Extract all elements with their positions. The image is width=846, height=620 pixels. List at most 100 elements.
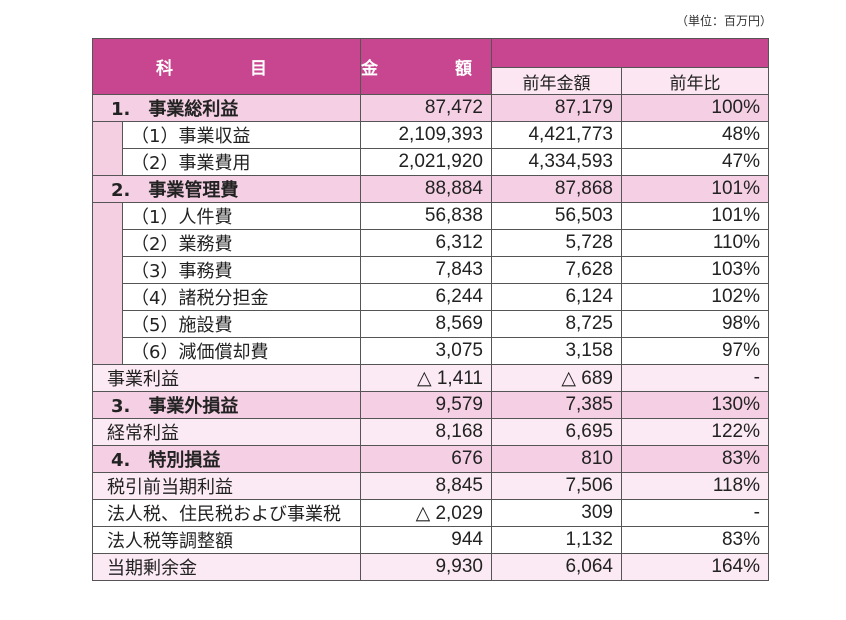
row-amount: 2,109,393	[360, 121, 492, 149]
row-prev-amount: 5,728	[491, 229, 622, 257]
row-label: 事業利益	[92, 364, 361, 392]
row-amount: 8,845	[360, 472, 492, 500]
row-yoy: 83%	[621, 526, 769, 554]
row-prev-amount: 6,064	[491, 553, 622, 581]
table-row: 1. 事業総利益 87,472 87,179 100%	[92, 94, 769, 122]
row-label: 経常利益	[92, 418, 361, 446]
row-yoy: 130%	[621, 391, 769, 419]
header-subject: 科 目	[92, 38, 361, 95]
row-amount: 2,021,920	[360, 148, 492, 176]
row-amount: 9,930	[360, 553, 492, 581]
row-amount: 6,244	[360, 283, 492, 311]
indent-spacer	[92, 229, 123, 257]
header-prev-amount: 前年金額	[491, 67, 622, 95]
row-prev-amount: 1,132	[491, 526, 622, 554]
row-yoy: 118%	[621, 472, 769, 500]
row-prev-amount: 87,179	[491, 94, 622, 122]
row-yoy: 164%	[621, 553, 769, 581]
row-label: 法人税、住民税および事業税	[92, 499, 361, 527]
indent-spacer	[92, 256, 123, 284]
indent-spacer	[92, 283, 123, 311]
row-yoy: 98%	[621, 310, 769, 338]
header-yoy: 前年比	[621, 67, 769, 95]
table-row: （5）施設費 8,569 8,725 98%	[92, 310, 769, 338]
row-prev-amount: △ 689	[491, 364, 622, 392]
row-yoy: 102%	[621, 283, 769, 311]
table-row: 4. 特別損益 676 810 83%	[92, 445, 769, 473]
row-yoy: 103%	[621, 256, 769, 284]
row-label: （1）人件費	[122, 202, 361, 230]
table-row: 経常利益 8,168 6,695 122%	[92, 418, 769, 446]
table-row: 事業利益 △ 1,411 △ 689-	[92, 364, 769, 392]
row-label: （2）事業費用	[122, 148, 361, 176]
table-row: 法人税等調整額 944 1,132 83%	[92, 526, 769, 554]
header-prev-spacer	[491, 38, 769, 68]
row-yoy: 110%	[621, 229, 769, 257]
row-amount: 676	[360, 445, 492, 473]
row-label: （6）減価償却費	[122, 337, 361, 365]
row-yoy: 97%	[621, 337, 769, 365]
row-yoy: 47%	[621, 148, 769, 176]
table-body: 1. 事業総利益 87,472 87,179 100% （1）事業収益 2,109,393…	[92, 94, 769, 581]
table-row: 税引前当期利益 8,845 7,506 118%	[92, 472, 769, 500]
table-row: （2）事業費用 2,021,920 4,334,593 47%	[92, 148, 769, 176]
row-prev-amount: 56,503	[491, 202, 622, 230]
table-row: （1）人件費 56,838 56,503 101%	[92, 202, 769, 230]
row-amount: 8,168	[360, 418, 492, 446]
row-label: （5）施設費	[122, 310, 361, 338]
table-row: 2. 事業管理費 88,884 87,868 101%	[92, 175, 769, 203]
indent-spacer	[92, 310, 123, 338]
row-prev-amount: 4,421,773	[491, 121, 622, 149]
row-label: 4. 特別損益	[92, 445, 361, 473]
table-row: （6）減価償却費 3,075 3,158 97%	[92, 337, 769, 365]
row-yoy: 101%	[621, 175, 769, 203]
row-label: （1）事業収益	[122, 121, 361, 149]
table-row: 法人税、住民税および事業税 △ 2,029 309-	[92, 499, 769, 527]
indent-spacer	[92, 202, 123, 230]
row-label: 2. 事業管理費	[92, 175, 361, 203]
table-row: 当期剰余金 9,930 6,064 164%	[92, 553, 769, 581]
row-amount: 6,312	[360, 229, 492, 257]
row-amount: △ 1,411	[360, 364, 492, 392]
row-prev-amount: 4,334,593	[491, 148, 622, 176]
table-row: （4）諸税分担金 6,244 6,124 102%	[92, 283, 769, 311]
row-yoy: 100%	[621, 94, 769, 122]
row-prev-amount: 7,628	[491, 256, 622, 284]
row-amount: 56,838	[360, 202, 492, 230]
row-label: 法人税等調整額	[92, 526, 361, 554]
indent-spacer	[92, 121, 123, 149]
row-prev-amount: 3,158	[491, 337, 622, 365]
row-prev-amount: 6,695	[491, 418, 622, 446]
row-yoy: -	[621, 364, 769, 392]
row-amount: 88,884	[360, 175, 492, 203]
row-label: 3. 事業外損益	[92, 391, 361, 419]
row-label: 1. 事業総利益	[92, 94, 361, 122]
income-statement-table: 科 目 金 額 前年金額 前年比 1. 事業総利益 87,472 87,179 100…	[92, 38, 769, 581]
row-yoy: 83%	[621, 445, 769, 473]
row-prev-amount: 810	[491, 445, 622, 473]
row-label: 当期剰余金	[92, 553, 361, 581]
table-row: （1）事業収益 2,109,393 4,421,773 48%	[92, 121, 769, 149]
row-prev-amount: 309	[491, 499, 622, 527]
row-amount: 3,075	[360, 337, 492, 365]
row-yoy: 122%	[621, 418, 769, 446]
row-prev-amount: 8,725	[491, 310, 622, 338]
row-label: （4）諸税分担金	[122, 283, 361, 311]
row-prev-amount: 87,868	[491, 175, 622, 203]
row-yoy: 48%	[621, 121, 769, 149]
row-amount: 8,569	[360, 310, 492, 338]
row-prev-amount: 7,385	[491, 391, 622, 419]
table-row: 3. 事業外損益 9,579 7,385 130%	[92, 391, 769, 419]
row-yoy: -	[621, 499, 769, 527]
row-label: 税引前当期利益	[92, 472, 361, 500]
header-amount: 金 額	[360, 38, 492, 95]
row-label: （2）業務費	[122, 229, 361, 257]
row-prev-amount: 6,124	[491, 283, 622, 311]
table-row: （3）事務費 7,843 7,628 103%	[92, 256, 769, 284]
row-prev-amount: 7,506	[491, 472, 622, 500]
row-yoy: 101%	[621, 202, 769, 230]
row-amount: △ 2,029	[360, 499, 492, 527]
row-amount: 9,579	[360, 391, 492, 419]
row-amount: 944	[360, 526, 492, 554]
indent-spacer	[92, 337, 123, 365]
